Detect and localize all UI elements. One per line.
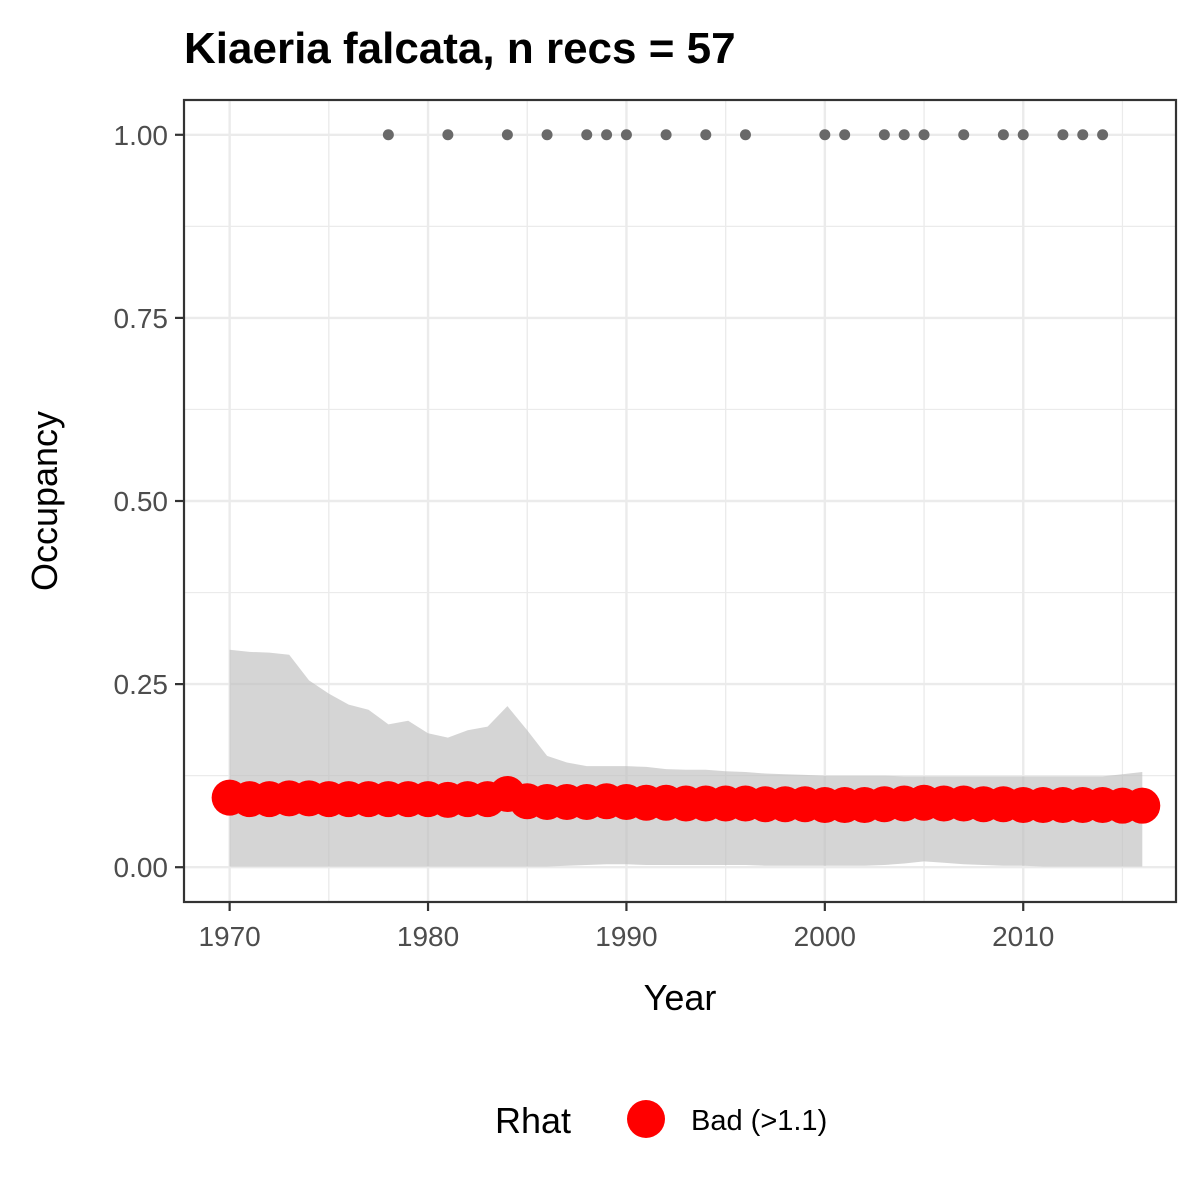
record-point (898, 129, 910, 141)
record-point (878, 129, 890, 141)
legend-key-bad-rhat (627, 1100, 665, 1138)
record-point (958, 129, 970, 141)
grid-major (184, 100, 1176, 902)
record-point (700, 129, 712, 141)
record-point (620, 129, 632, 141)
x-tick-label: 2010 (992, 921, 1054, 952)
record-point (819, 129, 831, 141)
record-points-layer (382, 129, 1109, 141)
y-axis-title: Occupancy (24, 411, 65, 591)
y-tick-label: 1.00 (114, 120, 169, 151)
chart-title: Kiaeria falcata, n recs = 57 (184, 24, 736, 73)
record-point (1017, 129, 1029, 141)
x-axis-ticks: 1970 1980 1990 2000 2010 (198, 902, 1054, 952)
record-point (541, 129, 553, 141)
y-tick-label: 0.75 (114, 303, 169, 334)
y-tick-label: 0.25 (114, 669, 169, 700)
y-tick-label: 0.50 (114, 486, 169, 517)
record-point (918, 129, 930, 141)
record-point (581, 129, 593, 141)
x-tick-label: 2000 (794, 921, 856, 952)
record-point (997, 129, 1009, 141)
record-point (442, 129, 454, 141)
x-tick-label: 1990 (595, 921, 657, 952)
legend-label-bad-rhat: Bad (>1.1) (691, 1105, 827, 1137)
x-tick-label: 1980 (397, 921, 459, 952)
occupancy-points-layer (211, 775, 1161, 824)
record-point (1057, 129, 1069, 141)
record-point (660, 129, 672, 141)
y-tick-label: 0.00 (114, 852, 169, 883)
record-point (601, 129, 613, 141)
record-point (501, 129, 513, 141)
occupancy-point (1124, 787, 1161, 824)
record-point (1077, 129, 1089, 141)
x-axis-title: Year (644, 977, 717, 1018)
record-point (1097, 129, 1109, 141)
legend: Rhat Bad (>1.1) (495, 1100, 827, 1141)
y-axis-ticks: 0.00 0.25 0.50 0.75 1.00 (114, 120, 184, 883)
legend-title: Rhat (495, 1100, 571, 1141)
x-tick-label: 1970 (198, 921, 260, 952)
record-point (839, 129, 851, 141)
record-point (382, 129, 394, 141)
record-point (739, 129, 751, 141)
